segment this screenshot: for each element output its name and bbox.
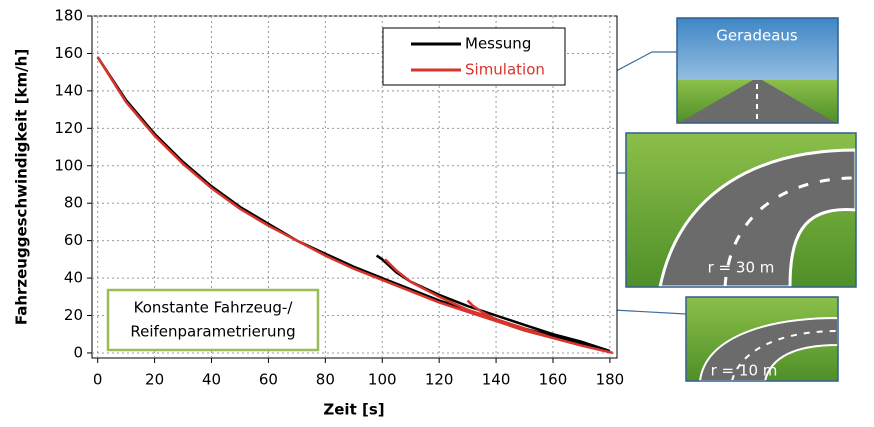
y-tick-label: 80 xyxy=(64,194,83,212)
inset-label: Geradeaus xyxy=(716,27,798,45)
x-tick-label: 180 xyxy=(596,371,625,389)
y-axis-label: Fahrzeuggeschwindigkeit [km/h] xyxy=(13,49,31,325)
inset-curve-30 xyxy=(625,132,858,289)
x-tick-label: 80 xyxy=(316,371,335,389)
y-tick-label: 40 xyxy=(64,269,83,287)
x-tick-label: 100 xyxy=(368,371,397,389)
x-tick-label: 60 xyxy=(259,371,278,389)
y-tick-label: 20 xyxy=(64,306,83,324)
y-tick-label: 180 xyxy=(54,7,83,25)
y-tick-label: 140 xyxy=(54,81,83,99)
legend-label: Simulation xyxy=(465,61,545,79)
x-tick-label: 160 xyxy=(539,371,568,389)
annotation-text: Reifenparametrierung xyxy=(130,323,295,341)
inset-label: r = 10 m xyxy=(711,362,778,380)
y-tick-label: 60 xyxy=(64,231,83,249)
x-tick-label: 20 xyxy=(145,371,164,389)
annotation-text: Konstante Fahrzeug-/ xyxy=(134,299,294,317)
x-tick-label: 40 xyxy=(202,371,221,389)
legend-label: Messung xyxy=(465,35,531,53)
x-axis-label: Zeit [s] xyxy=(323,401,384,419)
inset-label: r = 30 m xyxy=(708,259,775,277)
annotation-box xyxy=(106,288,320,352)
x-tick-label: 120 xyxy=(425,371,454,389)
x-tick-label: 140 xyxy=(482,371,511,389)
legend-box xyxy=(382,27,566,86)
inset-straight xyxy=(676,17,839,124)
y-tick-label: 160 xyxy=(54,44,83,62)
series-line xyxy=(96,56,613,355)
inset-curve-10 xyxy=(685,296,839,382)
y-tick-label: 100 xyxy=(54,156,83,174)
y-tick-label: 0 xyxy=(73,343,83,361)
x-tick-label: 0 xyxy=(93,371,103,389)
y-tick-label: 120 xyxy=(54,119,83,137)
